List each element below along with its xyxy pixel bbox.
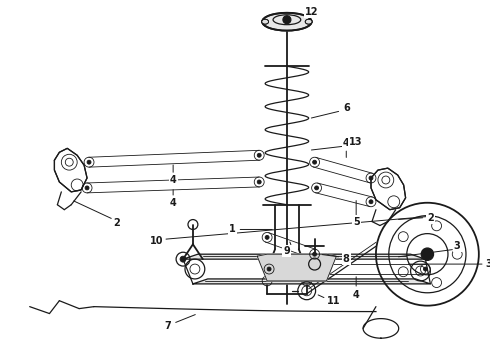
Text: 13: 13 <box>349 138 363 147</box>
Circle shape <box>180 256 186 262</box>
Circle shape <box>283 16 291 24</box>
Text: 3: 3 <box>486 259 490 269</box>
Text: 7: 7 <box>165 321 172 332</box>
Circle shape <box>369 176 373 180</box>
Circle shape <box>313 160 317 164</box>
Polygon shape <box>193 279 430 284</box>
Circle shape <box>315 186 318 190</box>
Text: 5: 5 <box>353 217 360 226</box>
Ellipse shape <box>262 13 312 31</box>
Text: 2: 2 <box>113 217 120 228</box>
Circle shape <box>257 180 261 184</box>
Circle shape <box>85 186 89 190</box>
Text: 1: 1 <box>229 225 236 234</box>
Circle shape <box>423 267 427 271</box>
Circle shape <box>265 235 269 239</box>
Text: 4: 4 <box>170 198 176 208</box>
Text: 9: 9 <box>284 246 290 256</box>
Text: 4: 4 <box>353 290 360 300</box>
Circle shape <box>87 160 91 164</box>
Text: 10: 10 <box>149 236 163 246</box>
Text: 2: 2 <box>427 213 434 222</box>
Polygon shape <box>183 254 425 259</box>
Text: 12: 12 <box>305 7 318 17</box>
Circle shape <box>257 153 261 157</box>
Circle shape <box>267 267 271 271</box>
Text: 11: 11 <box>327 296 340 306</box>
Ellipse shape <box>262 19 269 24</box>
Ellipse shape <box>305 19 312 24</box>
Polygon shape <box>257 254 336 281</box>
Text: 4: 4 <box>343 138 350 148</box>
Circle shape <box>313 252 317 256</box>
Circle shape <box>369 200 373 204</box>
Text: 6: 6 <box>343 103 350 113</box>
Text: 3: 3 <box>454 241 461 251</box>
Text: 4: 4 <box>170 175 176 185</box>
Circle shape <box>421 248 434 260</box>
Text: 8: 8 <box>343 254 350 264</box>
